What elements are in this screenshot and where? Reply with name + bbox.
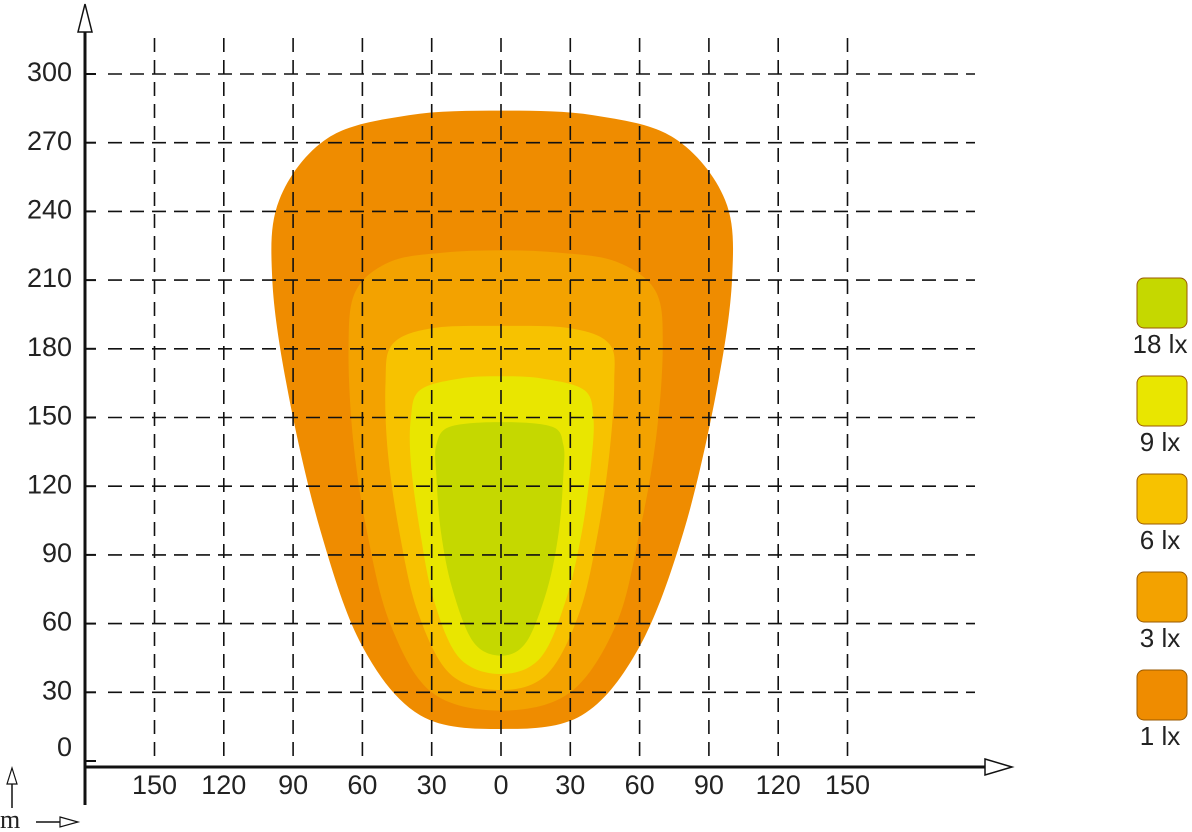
x-tick-label: 30 [555, 770, 585, 800]
y-tick-label: 60 [42, 607, 72, 637]
x-tick-label: 120 [756, 770, 801, 800]
legend-swatch [1136, 473, 1188, 525]
unit-label: m [0, 805, 20, 832]
y-tick-label: 180 [27, 332, 72, 362]
y-tick-label: 0 [57, 732, 72, 762]
x-tick-label: 120 [201, 770, 246, 800]
x-tick-label: 30 [417, 770, 447, 800]
legend-label: 3 lx [1140, 623, 1180, 653]
legend-label: 9 lx [1140, 427, 1180, 457]
y-axis-arrow [77, 3, 93, 33]
y-tick-label: 150 [27, 401, 72, 431]
y-tick-label: 90 [42, 538, 72, 568]
legend-label: 6 lx [1140, 525, 1180, 555]
x-tick-label: 0 [493, 770, 508, 800]
y-tick-label: 240 [27, 195, 72, 225]
isolux-contour [435, 422, 565, 656]
y-tick-label: 30 [42, 675, 72, 705]
legend: 1 lx 3 lx 6 lx 9 lx 18 lx [1133, 277, 1188, 751]
x-tick-label: 90 [694, 770, 724, 800]
legend-swatch [1136, 669, 1188, 721]
x-axis-arrow [984, 757, 1015, 777]
y-tick-label: 120 [27, 469, 72, 499]
x-tick-label: 150 [132, 770, 177, 800]
y-tick-label: 210 [27, 263, 72, 293]
x-tick-label: 150 [825, 770, 870, 800]
axes [6, 3, 1015, 828]
grid [85, 38, 975, 762]
unit-arrow-head [59, 816, 81, 828]
plot-layer [271, 110, 734, 729]
unit-arrow-head [6, 765, 18, 785]
legend-swatch [1136, 277, 1188, 329]
x-tick-label: 90 [278, 770, 308, 800]
legend-label: 1 lx [1140, 721, 1180, 751]
legend-label: 18 lx [1133, 329, 1188, 359]
legend-swatch [1136, 571, 1188, 623]
x-tick-label: 60 [625, 770, 655, 800]
legend-swatch [1136, 375, 1188, 427]
x-tick-label: 60 [347, 770, 377, 800]
y-tick-label: 270 [27, 126, 72, 156]
y-tick-label: 300 [27, 57, 72, 87]
